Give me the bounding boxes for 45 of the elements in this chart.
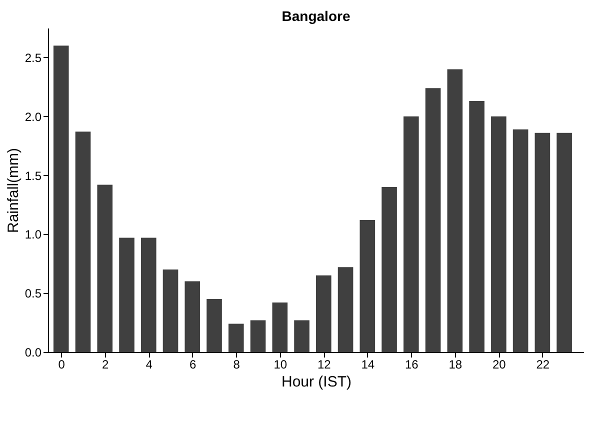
x-tick-label: 0 [58,358,66,372]
bar [119,238,134,352]
bar [75,132,91,352]
bar [360,220,376,352]
bar [206,298,222,352]
bar [53,46,69,352]
bar [162,270,178,352]
bar [534,132,550,352]
bar [512,129,528,352]
bar [382,187,397,352]
x-tick-label: 10 [274,358,288,372]
bar [404,116,419,352]
y-tick-label: 2.0 [24,110,42,124]
x-tick-label: 2 [102,358,110,372]
bar [140,238,156,352]
y-tick-label: 1.5 [24,168,42,183]
bar [228,324,244,352]
y-axis-title: Rainfall(mm) [4,148,22,234]
x-tick-label: 18 [448,358,462,372]
y-tick-label: 0.5 [24,286,42,301]
bar [469,101,484,352]
bar [184,281,200,352]
bar [338,267,354,352]
x-tick-label: 20 [492,358,506,372]
x-tick-label: 4 [146,358,153,372]
bar [425,88,441,352]
x-tick-label: 16 [404,358,419,372]
bar [272,302,288,352]
x-axis-title: Hour (IST) [281,374,352,390]
bar [556,132,572,352]
x-tick-label: 14 [361,358,375,372]
x-tick-label: 6 [190,358,197,372]
bar [294,320,310,352]
x-tick-label: 12 [317,358,332,372]
x-tick-label: 8 [233,358,240,372]
y-tick-label: 1.0 [24,228,42,242]
bar [250,320,266,352]
chart-title: Bangalore [282,8,350,24]
x-tick-label: 22 [536,358,550,372]
y-tick-label: 0.0 [24,346,42,360]
y-tick-label: 2.5 [24,50,42,65]
bar [97,184,113,352]
bar [316,275,332,352]
bar [491,116,506,352]
bar [447,69,463,352]
